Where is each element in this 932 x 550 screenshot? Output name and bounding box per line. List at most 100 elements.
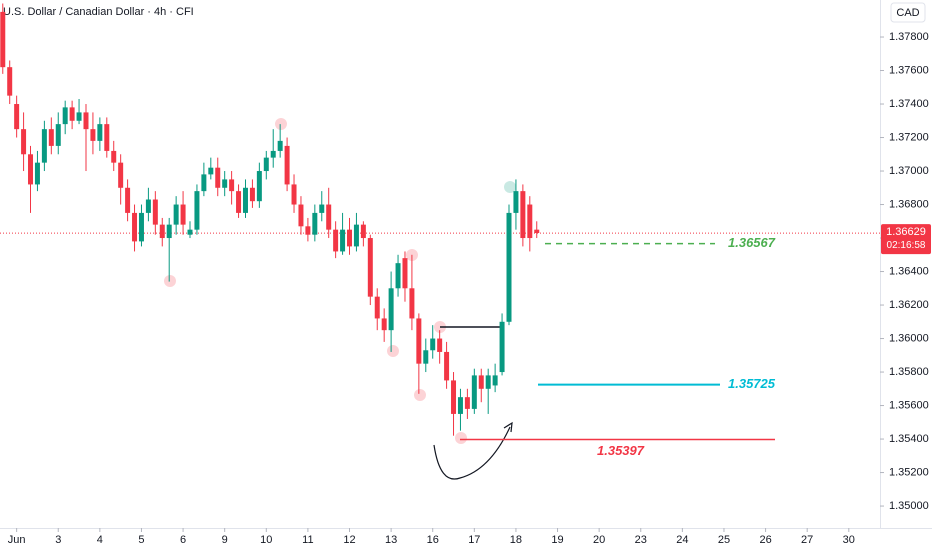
- x-tick-label: 16: [427, 534, 439, 546]
- candle-body: [28, 154, 34, 185]
- y-tick-label: 1.37800: [889, 31, 929, 43]
- candle-body: [138, 212, 144, 242]
- candle-body: [347, 229, 352, 247]
- candle-body: [166, 224, 172, 239]
- x-tick-label: 11: [302, 534, 313, 546]
- candle-body: [83, 112, 89, 130]
- x-tick-label: 24: [676, 534, 688, 546]
- candle-body: [305, 226, 311, 235]
- candle-body: [416, 318, 422, 364]
- candle-body: [506, 212, 512, 322]
- level-label: 1.35725: [728, 376, 776, 391]
- x-tick-label: 25: [718, 534, 730, 546]
- candle-body: [125, 187, 131, 213]
- y-tick-label: 1.37000: [889, 165, 929, 177]
- candle-body: [97, 124, 103, 141]
- candle-body: [187, 229, 193, 235]
- candle-body: [499, 321, 505, 373]
- candle-body: [48, 129, 54, 146]
- marker: [455, 432, 467, 444]
- candle-body: [395, 263, 401, 289]
- candle-body: [222, 179, 228, 188]
- candle-body: [312, 212, 318, 235]
- candle-body: [55, 124, 61, 146]
- marker: [414, 389, 426, 401]
- candle-body: [319, 204, 325, 213]
- x-tick-label: 26: [759, 534, 771, 546]
- candle-body: [374, 296, 380, 319]
- candle-body: [69, 107, 75, 121]
- candle-body: [14, 104, 20, 130]
- candle-body: [21, 129, 27, 155]
- candle-body: [367, 238, 373, 297]
- candle-body: [513, 191, 519, 213]
- x-tick-label: 17: [468, 534, 480, 546]
- candle-body: [464, 397, 470, 409]
- candle-body: [7, 67, 13, 96]
- candle-body: [451, 380, 457, 414]
- candle-body: [236, 191, 242, 213]
- candle-body: [284, 145, 290, 185]
- candle-body: [256, 171, 262, 202]
- candle-body: [360, 224, 366, 239]
- candle-body: [173, 204, 179, 225]
- candle-body: [457, 397, 463, 414]
- candle-body: [534, 229, 540, 234]
- candle-body: [478, 375, 484, 389]
- y-tick-label: 1.37400: [889, 98, 929, 110]
- candle-body: [41, 129, 47, 163]
- x-tick-label: 19: [551, 534, 563, 546]
- x-tick-label: 6: [180, 534, 186, 546]
- candle-body: [118, 162, 124, 188]
- candle-body: [444, 351, 450, 381]
- marker: [387, 345, 399, 357]
- candle-body: [104, 124, 110, 151]
- candle-body: [423, 350, 429, 364]
- candle-body: [62, 107, 68, 125]
- candle-body: [76, 112, 82, 121]
- candle-body: [333, 229, 339, 252]
- candle-body: [249, 187, 255, 202]
- candle-body: [111, 150, 117, 163]
- x-tick-label: 12: [343, 534, 355, 546]
- candle-body: [298, 204, 304, 227]
- candle-body: [326, 204, 332, 230]
- y-tick-label: 1.35400: [889, 433, 929, 445]
- x-tick-label: 10: [260, 534, 272, 546]
- x-tick-label: 23: [635, 534, 647, 546]
- candle-body: [485, 375, 491, 389]
- price-tag: [881, 224, 931, 255]
- marker: [504, 181, 516, 193]
- y-tick-label: 1.35000: [889, 500, 929, 512]
- candle-body: [180, 204, 186, 225]
- level-label: 1.36567: [728, 235, 776, 250]
- countdown: 02:16:58: [887, 240, 926, 251]
- y-tick-label: 1.36400: [889, 265, 929, 277]
- candle-body: [145, 199, 151, 213]
- candle-body: [242, 187, 248, 213]
- x-tick-label: 18: [510, 534, 522, 546]
- candle-body: [353, 224, 359, 247]
- y-tick-label: 1.37200: [889, 131, 929, 143]
- candle-body: [520, 191, 526, 239]
- candle-body: [492, 375, 498, 386]
- candle-body: [527, 204, 533, 239]
- candle-body: [215, 167, 221, 188]
- candle-body: [90, 129, 96, 141]
- price-tag-label: 1.36629: [886, 226, 926, 238]
- marker: [275, 118, 287, 130]
- candle-body: [409, 288, 415, 319]
- x-tick-label: 4: [97, 534, 103, 546]
- y-tick-label: 1.35800: [889, 366, 929, 378]
- candle-body: [201, 174, 207, 192]
- candle-body: [159, 224, 165, 239]
- candle-body: [132, 212, 138, 242]
- candle-body: [402, 258, 408, 289]
- x-tick-label: 13: [385, 534, 397, 546]
- candle-body: [270, 150, 276, 158]
- currency-box[interactable]: [890, 2, 926, 23]
- marker: [164, 275, 176, 287]
- x-tick-label: 30: [843, 534, 855, 546]
- candle-body: [208, 167, 214, 175]
